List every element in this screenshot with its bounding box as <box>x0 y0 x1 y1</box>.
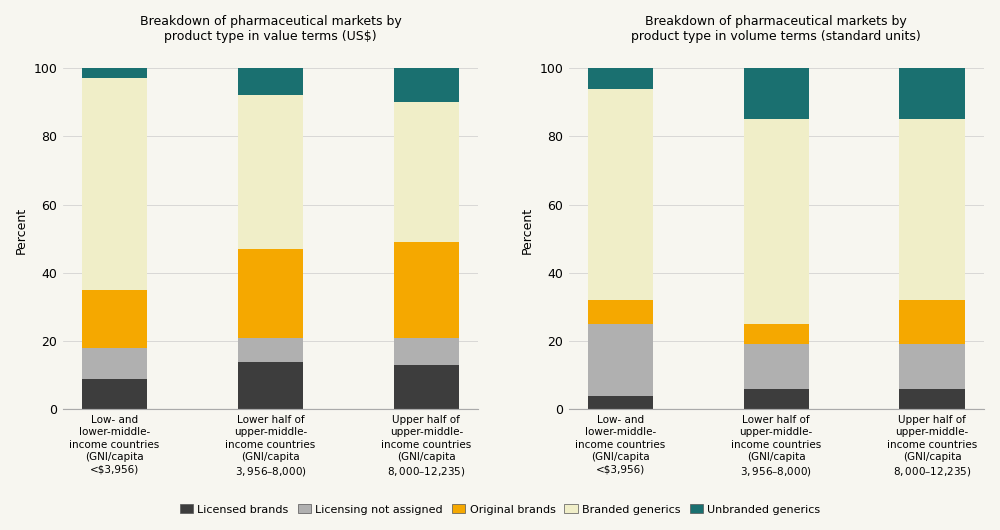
Bar <box>899 119 965 300</box>
Bar <box>238 361 303 409</box>
Bar <box>744 344 809 389</box>
Bar <box>394 102 459 242</box>
Bar <box>588 396 653 409</box>
Bar <box>238 338 303 361</box>
Bar <box>744 119 809 324</box>
Bar <box>588 324 653 396</box>
Bar <box>82 78 147 290</box>
Bar <box>82 290 147 348</box>
Bar <box>588 68 653 89</box>
Bar <box>82 378 147 409</box>
Bar <box>588 300 653 324</box>
Bar <box>238 68 303 95</box>
Bar <box>744 389 809 409</box>
Title: Breakdown of pharmaceutical markets by
product type in volume terms (standard un: Breakdown of pharmaceutical markets by p… <box>631 15 921 43</box>
Bar <box>238 249 303 338</box>
Y-axis label: Percent: Percent <box>521 207 534 254</box>
Y-axis label: Percent: Percent <box>15 207 28 254</box>
Bar <box>394 242 459 338</box>
Bar <box>82 68 147 78</box>
Legend: Licensed brands, Licensing not assigned, Original brands, Branded generics, Unbr: Licensed brands, Licensing not assigned,… <box>175 500 825 519</box>
Bar <box>82 348 147 378</box>
Bar <box>744 324 809 344</box>
Bar <box>899 300 965 344</box>
Bar <box>899 344 965 389</box>
Bar <box>899 68 965 119</box>
Bar <box>394 365 459 409</box>
Title: Breakdown of pharmaceutical markets by
product type in value terms (US$): Breakdown of pharmaceutical markets by p… <box>140 15 401 43</box>
Bar <box>394 68 459 102</box>
Bar <box>744 68 809 119</box>
Bar <box>899 389 965 409</box>
Bar <box>238 95 303 249</box>
Bar <box>394 338 459 365</box>
Bar <box>588 89 653 300</box>
